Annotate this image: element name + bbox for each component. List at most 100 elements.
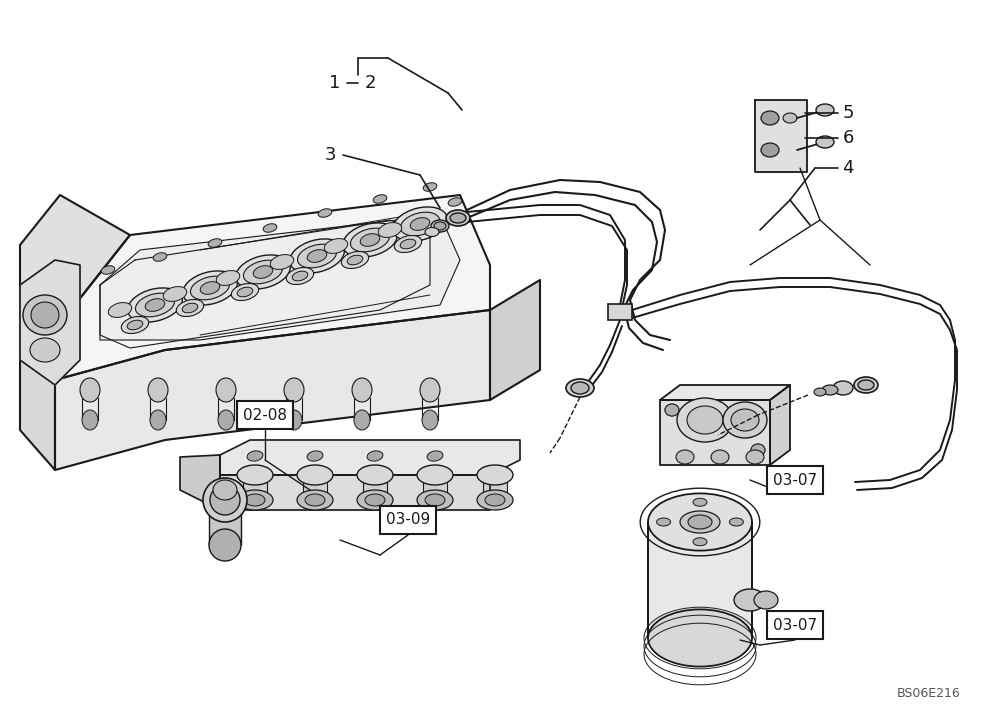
Ellipse shape [448,198,462,206]
Ellipse shape [687,406,723,434]
Ellipse shape [477,465,513,485]
Ellipse shape [410,218,430,231]
Ellipse shape [82,410,98,430]
Ellipse shape [357,465,393,485]
Text: 03-09: 03-09 [386,513,430,528]
Ellipse shape [243,260,283,284]
Ellipse shape [305,494,325,506]
Ellipse shape [657,518,671,526]
Ellipse shape [754,591,778,609]
Ellipse shape [434,222,446,230]
Polygon shape [755,100,807,172]
Ellipse shape [23,295,67,335]
Ellipse shape [761,143,779,157]
Ellipse shape [121,316,149,334]
Ellipse shape [761,111,779,125]
Ellipse shape [237,287,253,297]
Ellipse shape [286,268,314,284]
Ellipse shape [297,490,333,510]
Ellipse shape [318,209,332,217]
Ellipse shape [450,213,466,223]
Ellipse shape [677,398,733,442]
Ellipse shape [80,378,100,402]
Ellipse shape [393,207,447,241]
Ellipse shape [350,228,390,252]
Ellipse shape [665,404,679,416]
Ellipse shape [307,451,323,461]
Ellipse shape [360,233,380,246]
Ellipse shape [253,266,273,279]
Ellipse shape [751,444,765,456]
Ellipse shape [341,251,369,268]
Ellipse shape [400,239,416,249]
Ellipse shape [566,379,594,397]
Ellipse shape [417,465,453,485]
Polygon shape [770,385,790,465]
Ellipse shape [128,288,182,322]
Ellipse shape [237,490,273,510]
Ellipse shape [354,410,370,430]
Ellipse shape [347,255,363,265]
Ellipse shape [425,494,445,506]
Polygon shape [55,310,490,470]
Ellipse shape [648,609,752,667]
FancyBboxPatch shape [483,475,507,500]
Ellipse shape [324,238,348,253]
Ellipse shape [343,223,397,257]
Ellipse shape [816,136,834,148]
Text: 2: 2 [364,74,376,92]
Text: 6: 6 [842,129,854,147]
Text: BS06E216: BS06E216 [896,687,960,700]
Ellipse shape [394,236,422,253]
Polygon shape [20,260,80,385]
Ellipse shape [783,113,797,123]
Ellipse shape [751,444,765,456]
Ellipse shape [148,378,168,402]
Ellipse shape [263,223,277,232]
Ellipse shape [163,286,187,301]
Ellipse shape [571,382,589,394]
Ellipse shape [210,485,240,515]
Ellipse shape [183,271,237,305]
Polygon shape [660,400,770,465]
Ellipse shape [101,266,115,274]
Ellipse shape [431,220,449,232]
Ellipse shape [734,589,766,611]
Ellipse shape [203,478,247,522]
Ellipse shape [723,402,767,438]
Text: 1: 1 [329,74,341,92]
Ellipse shape [145,299,165,311]
Ellipse shape [420,378,440,402]
Ellipse shape [854,377,878,393]
Ellipse shape [31,302,59,328]
Ellipse shape [190,276,230,300]
Ellipse shape [209,529,241,561]
Ellipse shape [245,494,265,506]
FancyBboxPatch shape [423,475,447,500]
Ellipse shape [822,385,838,395]
Ellipse shape [127,320,143,330]
Polygon shape [180,455,220,510]
Ellipse shape [365,494,385,506]
Ellipse shape [688,515,712,529]
Text: 4: 4 [842,159,854,177]
FancyBboxPatch shape [209,500,241,545]
Polygon shape [55,195,490,380]
Ellipse shape [30,338,60,362]
Ellipse shape [477,490,513,510]
Ellipse shape [676,450,694,464]
Ellipse shape [176,299,204,316]
Ellipse shape [150,410,166,430]
Ellipse shape [417,490,453,510]
Ellipse shape [237,465,273,485]
Ellipse shape [357,490,393,510]
Ellipse shape [378,223,402,238]
Polygon shape [20,340,55,470]
Text: 02-08: 02-08 [243,407,287,422]
Ellipse shape [200,281,220,294]
Ellipse shape [290,239,344,273]
Ellipse shape [307,250,327,262]
Ellipse shape [833,381,853,395]
Ellipse shape [297,244,337,268]
Ellipse shape [665,404,679,416]
